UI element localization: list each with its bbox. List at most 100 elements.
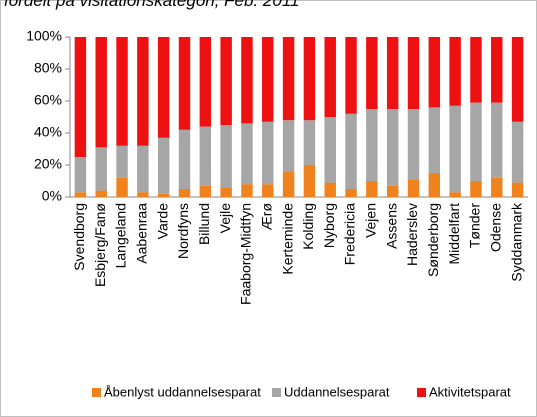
bar-segment	[491, 177, 503, 197]
y-tick-label: 100%	[26, 28, 62, 44]
x-tick-label: Vejle	[217, 203, 233, 234]
y-tick-label: 80%	[34, 60, 62, 76]
x-tick-label: Billund	[196, 203, 212, 245]
bar-segment	[407, 179, 420, 197]
bar-segment	[324, 37, 336, 117]
bar-segment	[345, 189, 357, 197]
bar-segment	[137, 192, 149, 197]
x-tick-label: Faaborg-Midtfyn	[238, 203, 254, 305]
legend-swatch	[417, 388, 426, 397]
bar-segment	[470, 37, 482, 103]
bar-segment	[74, 192, 87, 197]
bar-segment	[157, 193, 170, 197]
x-tick-label: Haderslev	[404, 203, 420, 266]
x-tick-label: Kerteminde	[279, 203, 295, 275]
bar-segment	[199, 126, 212, 186]
bar-segment	[407, 109, 420, 180]
bar-segment	[137, 37, 149, 146]
bar-segment	[511, 121, 524, 183]
x-tick-label: Ærø	[258, 203, 274, 231]
bar-segment	[262, 121, 274, 185]
x-tick-label: Assens	[383, 203, 399, 249]
bar-segment	[74, 157, 87, 193]
y-tick-label: 20%	[34, 156, 62, 172]
bar-segment	[241, 184, 253, 197]
bar-segment	[511, 37, 524, 122]
bar-segment	[470, 181, 482, 197]
bar-segment	[366, 181, 378, 197]
bar-segment	[178, 37, 191, 130]
bar-segment	[241, 37, 253, 124]
bar-segment	[199, 185, 212, 197]
bar-segment	[324, 182, 336, 197]
bar-segment	[116, 37, 128, 146]
legend-label: Uddannelsesparat	[284, 384, 390, 399]
bar-segment	[449, 37, 461, 106]
x-tick-label: Langeland	[113, 203, 129, 268]
bar-segment	[366, 109, 378, 181]
bar-segment	[282, 171, 295, 197]
bar-segment	[366, 37, 378, 109]
bar-segment	[345, 37, 357, 114]
x-tick-label: Svendborg	[71, 203, 87, 271]
legend-label: Aktivitetsparat	[429, 384, 511, 399]
x-tick-label: Fredericia	[342, 203, 358, 265]
bar-segment	[303, 120, 316, 165]
bar-segment	[449, 192, 461, 197]
x-tick-label: Esbjerg/Fanø	[92, 203, 108, 287]
bar-segment	[303, 37, 316, 121]
legend-swatch	[92, 388, 101, 397]
bar-segment	[470, 102, 482, 181]
y-tick-label: 0%	[42, 188, 62, 204]
x-tick-label: Nyborg	[321, 203, 337, 248]
bar-segment	[74, 37, 87, 157]
bar-segment	[95, 37, 107, 148]
x-tick-label: Middelfart	[446, 203, 462, 265]
x-tick-label: Kolding	[300, 203, 316, 250]
bar-segment	[428, 37, 441, 108]
y-tick-label: 60%	[34, 92, 62, 108]
bar-segment	[428, 173, 441, 197]
x-tick-label: Aabenraa	[134, 203, 150, 264]
bar-segment	[449, 105, 461, 193]
bar-segment	[95, 147, 107, 191]
bar-segment	[282, 37, 295, 121]
bar-segment	[491, 102, 503, 178]
bar-segment	[282, 120, 295, 172]
bar-segment	[157, 37, 170, 138]
bar-segment	[178, 189, 191, 197]
bar-segment	[95, 190, 107, 197]
bar-segment	[428, 107, 441, 173]
bar-segment	[303, 165, 316, 197]
bar-segment	[220, 37, 232, 125]
legend-label: Åbenlyst uddannelsesparat	[104, 384, 261, 399]
chart-title: fordelt på visitationskategori, Feb. 201…	[4, 0, 299, 10]
bar-segment	[116, 177, 128, 197]
x-tick-label: Varde	[154, 203, 170, 240]
bar-segment	[220, 187, 232, 197]
bar-segment	[137, 145, 149, 193]
bar-segment	[262, 37, 274, 122]
x-tick-label: Odense	[487, 203, 503, 252]
legend-swatch	[272, 388, 281, 397]
bar-segment	[386, 109, 399, 186]
bar-segment	[511, 182, 524, 197]
bar-segment	[345, 113, 357, 189]
x-tick-label: Tønder	[467, 203, 483, 248]
x-tick-label: Sønderborg	[425, 203, 441, 277]
x-tick-label: Nordfyns	[175, 203, 191, 259]
bar-segment	[262, 184, 274, 197]
bar-segment	[220, 125, 232, 188]
x-tick-label: Vejen	[363, 203, 379, 238]
bar-segment	[386, 37, 399, 109]
x-tick-label: Syddanmark	[508, 202, 524, 282]
bar-segment	[324, 117, 336, 183]
bar-segment	[491, 37, 503, 103]
bar-segment	[199, 37, 212, 127]
bar-segment	[116, 145, 128, 178]
y-tick-label: 40%	[34, 124, 62, 140]
bar-segment	[178, 129, 191, 189]
bar-segment	[157, 137, 170, 194]
